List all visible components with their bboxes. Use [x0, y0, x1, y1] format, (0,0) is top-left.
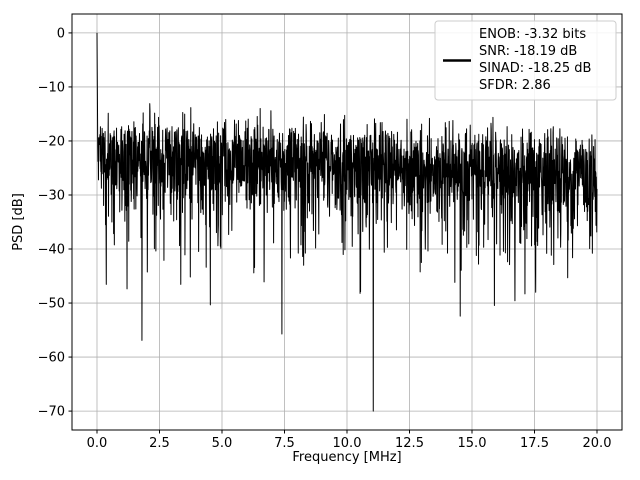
y-tick-label: −70 — [38, 405, 65, 420]
y-tick-label: −30 — [38, 188, 65, 203]
grid-layer — [72, 14, 622, 430]
y-tick-label: 0 — [57, 26, 65, 41]
x-tick-label: 7.5 — [274, 436, 295, 451]
x-tick-label: 15.0 — [458, 436, 487, 451]
legend-box — [434, 20, 617, 101]
legend: ENOB: -3.32 bits SNR: -18.19 dB SINAD: -… — [434, 20, 617, 101]
legend-label-enob: ENOB: -3.32 bits — [479, 27, 586, 42]
x-tick-label: 10.0 — [333, 436, 362, 451]
x-tick-label: 17.5 — [520, 436, 549, 451]
legend-label-sinad: SINAD: -18.25 dB — [479, 61, 591, 76]
y-tick-label: −20 — [38, 134, 65, 149]
legend-label-sfdr: SFDR: 2.86 — [479, 78, 551, 93]
x-axis-label: Frequency [MHz] — [292, 450, 401, 465]
psd-trace — [96, 32, 598, 412]
x-tick-label: 0.0 — [87, 436, 108, 451]
y-tick-label: −10 — [38, 80, 65, 95]
x-tick-label: 12.5 — [395, 436, 424, 451]
tick-layer: 0.0 2.5 5.0 7.5 10.0 12.5 15.0 17.5 20.0 0 −10 −20 −… — [38, 26, 612, 451]
x-tick-label: 20.0 — [583, 436, 612, 451]
y-tick-label: −50 — [38, 297, 65, 312]
y-axis-label: PSD [dB] — [11, 193, 26, 251]
y-tick-label: −60 — [38, 351, 65, 366]
legend-label-snr: SNR: -18.19 dB — [479, 44, 577, 59]
x-tick-label: 2.5 — [149, 436, 170, 451]
x-tick-label: 5.0 — [212, 436, 233, 451]
y-tick-label: −40 — [38, 243, 65, 258]
